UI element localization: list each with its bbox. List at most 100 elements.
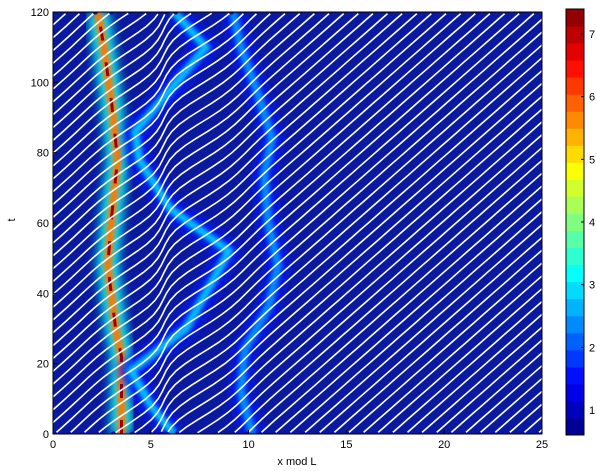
- trajectory-marker: [476, 431, 482, 434]
- x-tick-label: 25: [536, 439, 548, 451]
- trajectory-marker: [257, 431, 263, 434]
- trajectory-marker: [445, 12, 451, 15]
- colorbar-tick-label: 5: [589, 154, 595, 166]
- trajectory-line: [112, 56, 542, 434]
- trajectory-line: [331, 249, 542, 434]
- trajectory-line: [149, 82, 542, 434]
- trajectory-marker: [474, 12, 480, 15]
- trajectory-line: [68, 18, 542, 434]
- trajectory-marker: [416, 12, 422, 15]
- trajectory-marker: [503, 12, 510, 15]
- trajectory-line: [232, 159, 542, 434]
- colorbar-segment: [566, 281, 584, 300]
- trajectory-marker: [329, 431, 336, 434]
- trajectory-marker: [156, 12, 163, 15]
- colorbar-segment: [566, 264, 584, 283]
- colorbar-segment: [566, 196, 584, 214]
- plot-area: [53, 12, 542, 434]
- trajectory-line: [419, 326, 542, 434]
- trajectory-line: [53, 12, 177, 129]
- colorbar-tick-label: 4: [589, 217, 595, 229]
- trajectory-line: [273, 197, 542, 434]
- colorbar-segment: [566, 400, 584, 419]
- trajectory-line: [53, 12, 376, 296]
- trajectory-line: [53, 12, 232, 168]
- trajectory-marker: [534, 431, 540, 434]
- trajectory-line: [53, 12, 149, 91]
- colorbar-segment: [566, 383, 584, 402]
- colorbar-segment: [566, 332, 584, 351]
- colorbar-tick-label: 1: [589, 405, 595, 417]
- trajectory-line: [96, 43, 542, 434]
- trajectory-line: [194, 133, 542, 434]
- trajectory-line: [53, 12, 478, 386]
- trajectory-marker: [432, 431, 438, 434]
- trajectory-line: [215, 146, 542, 434]
- trajectory-marker: [66, 431, 72, 434]
- trajectory-marker: [344, 431, 350, 434]
- trajectory-line: [53, 12, 449, 360]
- x-axis-label: x mod L: [277, 456, 316, 468]
- trajectory-line: [346, 262, 542, 434]
- colorbar-segment: [566, 213, 584, 232]
- trajectory-marker: [315, 431, 321, 434]
- trajectory-line: [434, 338, 542, 434]
- trajectory-line: [259, 184, 542, 434]
- trajectory-marker: [53, 431, 58, 434]
- colorbar-segment: [566, 145, 584, 163]
- colorbar-segment: [566, 315, 584, 334]
- trajectory-marker: [129, 431, 136, 434]
- trajectory-line: [53, 12, 493, 398]
- y-tick-label: 120: [31, 7, 49, 19]
- trajectory-line: [53, 12, 464, 373]
- trajectory-marker: [489, 12, 495, 15]
- trajectory-line: [176, 120, 542, 434]
- x-tick-label: 0: [50, 439, 56, 451]
- colorbar-segment: [566, 298, 584, 317]
- trajectory-line: [53, 12, 194, 142]
- colorbar-segment: [566, 128, 584, 146]
- trajectory-line: [448, 351, 542, 434]
- trajectory-line: [53, 12, 508, 411]
- trajectory-line: [53, 12, 246, 180]
- trajectory-marker: [359, 431, 365, 434]
- colorbar-segment: [566, 26, 584, 44]
- trajectory-marker: [228, 12, 234, 15]
- trajectory-line: [53, 12, 405, 322]
- trajectory-line: [390, 300, 542, 434]
- trajectory-line: [361, 274, 542, 434]
- trajectory-line: [165, 108, 542, 434]
- colorbar-tick-label: 3: [589, 280, 595, 292]
- trajectory-line: [317, 236, 542, 434]
- trajectory-marker: [110, 431, 116, 434]
- x-tick-label: 20: [438, 439, 450, 451]
- trajectory-marker: [190, 12, 196, 15]
- trajectory-marker: [145, 12, 151, 15]
- trajectory-line: [53, 12, 390, 309]
- trajectory-line: [53, 12, 361, 283]
- trajectory-marker: [372, 12, 378, 15]
- trajectory-marker: [244, 431, 250, 434]
- colorbar-segment: [566, 77, 584, 95]
- trajectory-line: [53, 12, 347, 270]
- trajectory-line: [82, 31, 542, 434]
- band-left-peak: [96, 12, 123, 434]
- trajectory-line: [53, 12, 332, 257]
- trajectory-line: [246, 172, 542, 434]
- trajectory-marker: [430, 12, 436, 15]
- trajectory-lines: [53, 12, 542, 434]
- trajectory-marker: [490, 431, 496, 434]
- trajectory-line: [287, 210, 542, 434]
- trajectory-marker: [213, 431, 219, 434]
- trajectory-marker: [94, 431, 100, 434]
- trajectory-marker: [520, 431, 526, 434]
- trajectory-marker: [343, 12, 349, 15]
- y-axis: 0 20 40 60 80 100 120: [31, 7, 57, 441]
- colorbar-segment: [566, 247, 584, 266]
- trajectory-marker: [64, 12, 70, 15]
- y-tick-label: 100: [31, 77, 49, 89]
- band-middle: [126, 12, 235, 434]
- trajectory-marker: [417, 431, 423, 434]
- trajectory-line: [53, 12, 420, 334]
